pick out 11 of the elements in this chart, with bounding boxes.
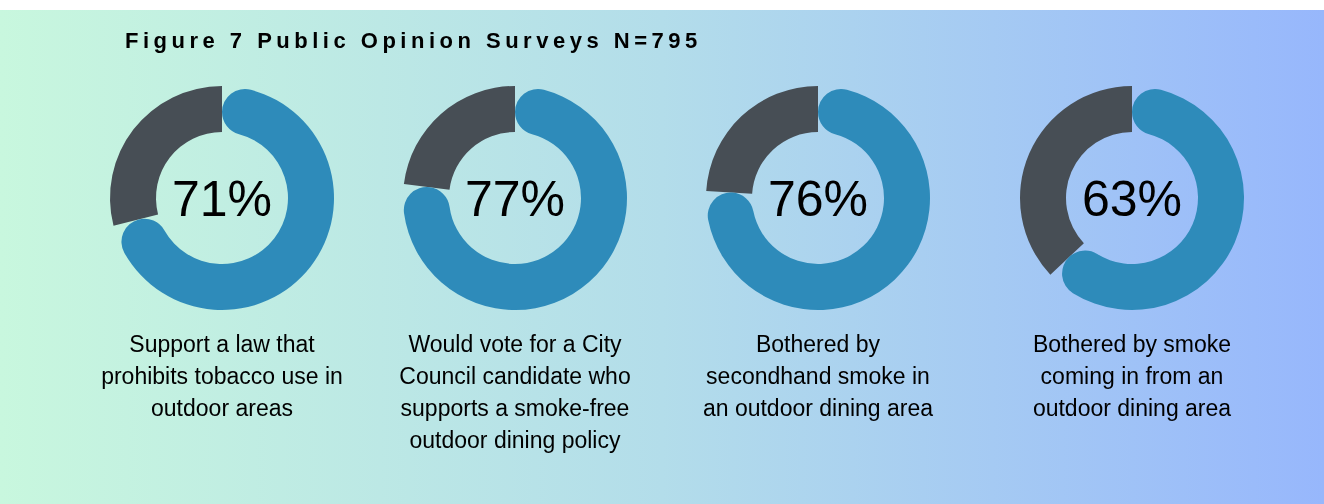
text: Figure 7 Public Opinion Surveys N=795	[125, 28, 702, 53]
data-label: 63%	[1081, 171, 1183, 227]
slice-label: Bothered by secondhand smoke in an outdoor dining area	[702, 331, 934, 421]
data-label: 76%	[767, 171, 869, 227]
data-label: 71%	[171, 171, 273, 227]
donut-slice	[707, 89, 930, 310]
donut-slice	[403, 89, 627, 310]
slice-label: Bothered by smoke coming in from an outdoor dining area	[1032, 331, 1232, 421]
data-label: 77%	[464, 171, 566, 227]
slice-label: Would vote for a City Council candidate who supports a smoke-free outdoor dining policy	[399, 331, 631, 453]
slice-label: Support a law that prohibits tobacco use in outdoor areas	[101, 331, 343, 421]
